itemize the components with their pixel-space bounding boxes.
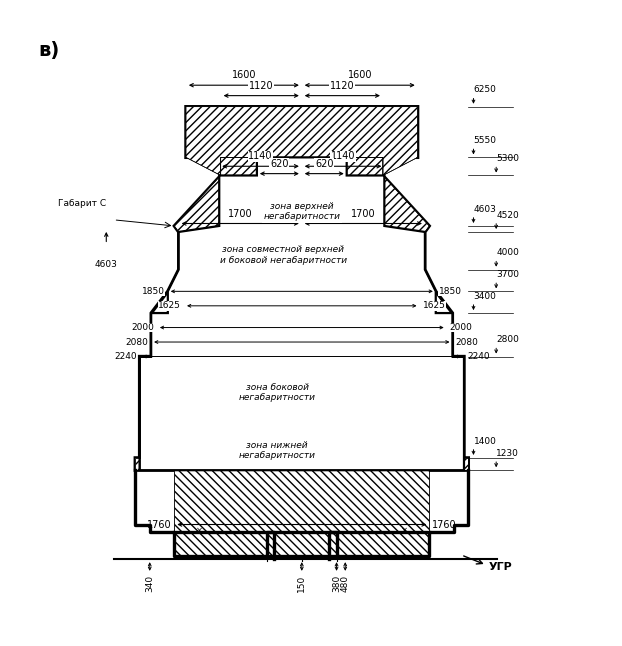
Text: 2800: 2800: [496, 335, 519, 344]
Text: 6250: 6250: [473, 85, 496, 94]
Polygon shape: [151, 158, 257, 313]
Text: 1600: 1600: [231, 70, 256, 80]
Text: зона боковой
негабаритности: зона боковой негабаритности: [239, 383, 316, 402]
Text: зона верхней
негабаритности: зона верхней негабаритности: [263, 202, 340, 222]
Text: 1600: 1600: [348, 70, 372, 80]
Text: 1140: 1140: [248, 151, 273, 162]
Text: 1400: 1400: [473, 437, 496, 446]
Polygon shape: [139, 158, 464, 470]
Text: 340: 340: [145, 575, 154, 592]
Text: 1230: 1230: [496, 449, 519, 458]
Text: 2080: 2080: [125, 337, 148, 346]
Text: 2000: 2000: [450, 323, 473, 332]
Text: 1625: 1625: [422, 301, 445, 310]
Polygon shape: [135, 313, 151, 470]
Text: 1625: 1625: [158, 301, 181, 310]
Text: 1700: 1700: [228, 209, 253, 218]
Text: 620: 620: [270, 159, 289, 169]
Polygon shape: [452, 313, 468, 470]
Text: 4603: 4603: [95, 260, 118, 269]
Text: 4603: 4603: [473, 205, 496, 214]
Text: Габарит С: Габарит С: [58, 198, 106, 207]
Text: 620: 620: [315, 159, 333, 169]
Text: 5300: 5300: [496, 154, 519, 163]
Text: ×: ×: [195, 526, 203, 535]
Text: 3400: 3400: [473, 292, 496, 301]
Text: 4000: 4000: [496, 248, 519, 257]
Polygon shape: [346, 158, 452, 313]
Text: 1850: 1850: [142, 287, 165, 296]
Text: 2080: 2080: [455, 337, 478, 346]
Text: зона совместной верхней
и боковой негабаритности: зона совместной верхней и боковой негаба…: [220, 245, 347, 265]
Text: 1120: 1120: [249, 81, 274, 90]
Polygon shape: [174, 470, 429, 556]
Text: зона нижней
негабаритности: зона нижней негабаритности: [239, 441, 316, 461]
Text: 4520: 4520: [496, 211, 519, 220]
Text: УГР: УГР: [489, 561, 513, 572]
Text: ×: ×: [401, 526, 408, 535]
Text: 380: 380: [332, 575, 341, 592]
Text: 1120: 1120: [330, 81, 355, 90]
Text: 150: 150: [297, 575, 306, 592]
Text: 2000: 2000: [131, 323, 154, 332]
Text: 480: 480: [341, 575, 350, 592]
Text: 2240: 2240: [114, 352, 136, 361]
Text: в): в): [38, 41, 59, 59]
Polygon shape: [186, 107, 417, 176]
Text: 1140: 1140: [331, 151, 355, 162]
Text: 2240: 2240: [467, 352, 490, 361]
Text: 1700: 1700: [351, 209, 376, 218]
Text: 3700: 3700: [496, 270, 519, 279]
Polygon shape: [135, 107, 468, 470]
Text: 1760: 1760: [147, 519, 171, 530]
Text: 1760: 1760: [432, 519, 457, 530]
Text: 5550: 5550: [473, 136, 496, 145]
Text: 1850: 1850: [439, 287, 462, 296]
